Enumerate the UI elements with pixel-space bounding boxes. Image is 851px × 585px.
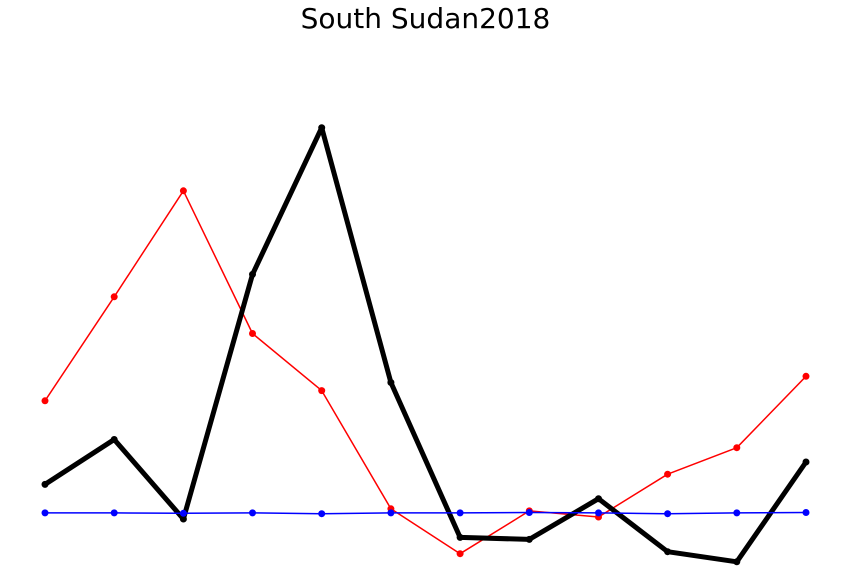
series-0-point-9 [664, 470, 672, 478]
series-0 [41, 187, 810, 558]
series-0-point-11 [802, 372, 810, 380]
series-2-point-3 [249, 509, 256, 517]
series-0-line [44, 190, 807, 555]
series-0-point-10 [733, 444, 741, 452]
series-2-point-8 [595, 509, 602, 517]
series-1-point-0 [41, 480, 49, 488]
series-2-point-4 [318, 510, 326, 518]
series-1-point-1 [110, 436, 118, 443]
series-1-point-4 [318, 124, 326, 132]
series-1-point-11 [802, 458, 810, 466]
series-2-point-11 [802, 509, 810, 516]
series-0-point-1 [110, 293, 118, 301]
series-2-point-6 [456, 509, 464, 517]
series-0-point-6 [456, 550, 464, 558]
chart-title: South Sudan2018 [300, 2, 551, 35]
series-2-point-7 [525, 509, 533, 516]
series-1-point-5 [387, 379, 395, 386]
series-0-point-0 [41, 397, 49, 405]
series-1-point-8 [595, 495, 602, 503]
series-2-line [45, 511, 807, 515]
series-2-point-2 [179, 509, 187, 517]
series-1-point-7 [525, 535, 533, 543]
series-1 [41, 124, 810, 566]
series-2-point-10 [733, 509, 741, 517]
series-2-point-9 [664, 510, 672, 518]
series-0-point-2 [179, 187, 187, 195]
series-2-point-1 [110, 509, 118, 517]
series-0-point-4 [318, 387, 326, 395]
series-2-point-5 [387, 509, 395, 517]
series-2 [41, 509, 810, 518]
series-2-point-0 [41, 509, 49, 517]
series-1-point-10 [733, 558, 741, 566]
series-0-point-3 [249, 330, 256, 337]
series-1-point-9 [664, 548, 672, 556]
series-1-point-6 [456, 533, 464, 541]
series-1-line [43, 125, 809, 565]
series-1-point-2 [179, 515, 187, 523]
series-1-point-3 [249, 270, 256, 278]
